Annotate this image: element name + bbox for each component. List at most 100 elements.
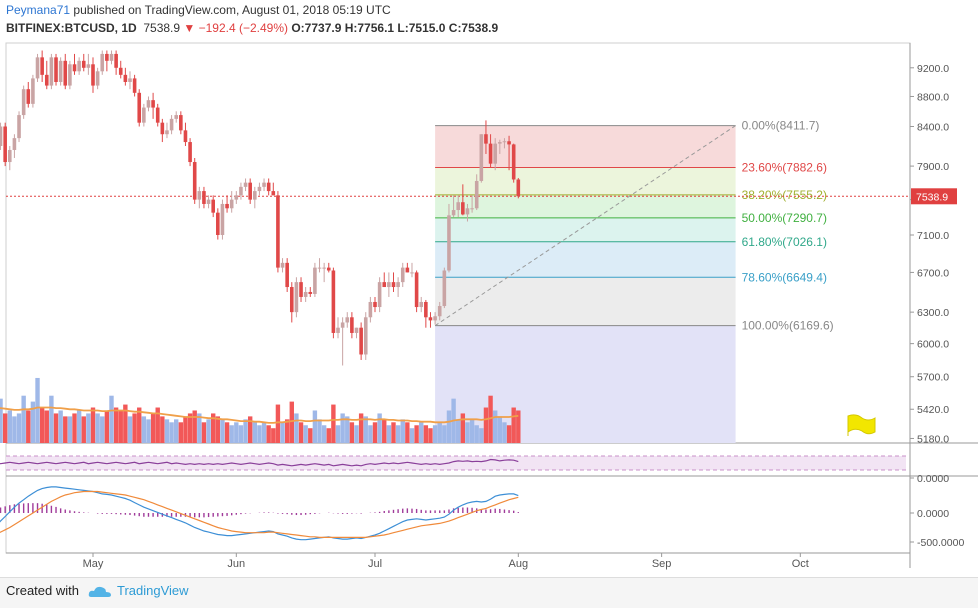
candle-body xyxy=(63,60,68,86)
candle xyxy=(169,115,174,135)
volume-ma-line xyxy=(0,406,519,424)
volume-bar xyxy=(409,428,415,443)
candle xyxy=(262,178,266,192)
time-tick-label: Oct xyxy=(792,558,809,570)
volume-bar xyxy=(257,425,262,443)
volume-bar xyxy=(169,422,174,443)
candle-body xyxy=(280,262,285,268)
volume-bar xyxy=(137,407,142,443)
price-tick-label: 5180.0 xyxy=(917,433,949,445)
volume-bar xyxy=(395,425,401,443)
candle-body xyxy=(368,301,373,318)
candle xyxy=(155,103,160,127)
time-tick-label: Aug xyxy=(509,558,529,570)
volume-bar xyxy=(377,413,382,443)
candle-body xyxy=(225,203,229,209)
volume-bar xyxy=(492,410,498,443)
volume-bar xyxy=(49,395,54,443)
candle xyxy=(465,203,470,222)
candle xyxy=(285,258,289,292)
candle xyxy=(132,74,137,97)
published-text: published on TradingView.com, August 01,… xyxy=(73,3,391,17)
candle-body xyxy=(155,107,160,123)
candle xyxy=(95,67,100,90)
candle-body xyxy=(461,202,465,215)
volume-bar xyxy=(382,419,387,443)
volume-bar xyxy=(326,428,331,443)
candle xyxy=(400,262,405,288)
price-chart[interactable]: 0.00%(8411.7) 23.60%(7882.6) 38.20%(7555.2… xyxy=(0,0,978,577)
time-tick-label: May xyxy=(83,558,104,570)
volume-bar xyxy=(363,416,368,443)
author-link[interactable]: Peymana71 xyxy=(6,3,71,17)
volume-bar xyxy=(7,410,12,443)
candle-body xyxy=(234,195,239,200)
volume-bar xyxy=(95,413,100,443)
candle xyxy=(257,182,262,196)
candle xyxy=(220,199,225,240)
candle xyxy=(54,53,58,86)
candle xyxy=(271,182,276,196)
candle-body xyxy=(516,179,521,197)
candle-body xyxy=(488,143,493,164)
volume-bar xyxy=(16,413,22,443)
candle-body xyxy=(414,272,419,308)
candle-body xyxy=(289,287,294,313)
candle-body xyxy=(484,134,488,144)
candle-body xyxy=(382,282,387,288)
candle-body xyxy=(447,215,451,271)
candle-body xyxy=(391,282,396,288)
candle xyxy=(86,53,91,75)
candle-body xyxy=(359,327,363,355)
candle xyxy=(81,53,86,72)
price-tick-label: 6000.0 xyxy=(917,339,949,351)
volume-bar xyxy=(372,422,378,443)
candle-body xyxy=(160,122,165,135)
candle-body xyxy=(350,317,354,333)
candle-body xyxy=(326,267,331,271)
volume-bar xyxy=(516,410,521,443)
volume-bar xyxy=(234,422,239,443)
candle xyxy=(105,50,109,72)
volume-bar xyxy=(488,395,493,443)
candle xyxy=(31,74,35,108)
volume-bar xyxy=(192,410,197,443)
candle xyxy=(433,312,437,325)
candle xyxy=(336,317,340,339)
candle-body xyxy=(285,262,289,288)
volume-bar xyxy=(419,422,424,443)
candle-body xyxy=(433,316,437,321)
publish-info: Peymana71 published on TradingView.com, … xyxy=(6,3,391,17)
candle xyxy=(456,195,461,218)
candle xyxy=(229,191,234,213)
fib-band xyxy=(435,241,736,278)
change-text: ▼ −192.4 (−2.49%) xyxy=(183,21,288,35)
volume-bar xyxy=(340,413,345,443)
candle-body xyxy=(211,199,215,213)
price-tick-label: 5700.0 xyxy=(917,372,949,384)
candle xyxy=(234,191,239,204)
volume-bar xyxy=(238,425,244,443)
volume-bar xyxy=(104,410,110,443)
tradingview-brand-link[interactable]: TradingView xyxy=(117,583,189,598)
volume-bar xyxy=(345,416,350,443)
candle xyxy=(123,67,128,86)
volume-bar xyxy=(146,419,151,443)
candle xyxy=(493,138,497,171)
candle-body xyxy=(345,317,350,323)
volume-bar xyxy=(358,413,364,443)
candle xyxy=(0,122,3,150)
last-price-text: 7538.9 xyxy=(143,21,181,35)
candle xyxy=(488,134,493,168)
volume-bar xyxy=(469,419,475,443)
candle-body xyxy=(165,130,169,135)
candle-body xyxy=(216,212,220,235)
candle-body xyxy=(105,53,109,61)
volume-bar xyxy=(12,416,17,443)
price-tick-label: 6700.0 xyxy=(917,267,949,279)
volume-bar xyxy=(428,428,433,443)
candle xyxy=(461,184,465,216)
volume-bar xyxy=(100,416,105,443)
candle-body xyxy=(31,78,35,104)
fib-level-label: 0.00%(8411.7) xyxy=(742,119,820,133)
